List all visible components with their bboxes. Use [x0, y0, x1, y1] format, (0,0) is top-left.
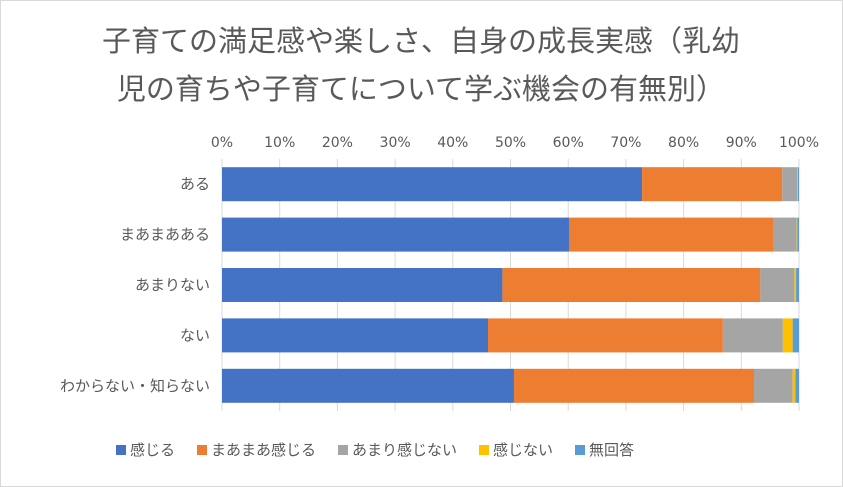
- x-tick-label: 0%: [211, 135, 233, 151]
- x-axis-tick-labels: 0% 10% 20% 30% 40% 50% 60% 70% 80% 90% 100%: [211, 135, 819, 151]
- bar-segment: [795, 368, 799, 403]
- legend-label: 無回答: [589, 441, 634, 459]
- category-label: わからない・知らない: [60, 377, 210, 395]
- x-tick-label: 80%: [668, 135, 699, 151]
- legend-swatch: [197, 445, 207, 455]
- bar-segment: [797, 167, 799, 202]
- x-tick-label: 70%: [610, 135, 641, 151]
- bar-segment: [487, 318, 723, 353]
- legend-label: あまり感じない: [352, 441, 457, 459]
- chart-title: 子育ての満足感や楽しさ、自身の成長実感（乳幼 児の育ちや子育てについて学ぶ機会の…: [102, 24, 740, 106]
- category-label: ない: [180, 326, 210, 344]
- bar-segment: [569, 217, 774, 252]
- chart-title-line-1: 子育ての満足感や楽しさ、自身の成長実感（乳幼: [102, 24, 740, 58]
- bar-segment: [796, 268, 799, 302]
- legend-swatch: [479, 445, 489, 455]
- x-tick-label: 100%: [779, 135, 819, 151]
- x-tick-label: 50%: [495, 135, 526, 151]
- bar-segment: [792, 368, 796, 403]
- bar-segment: [782, 167, 798, 202]
- x-tick-label: 90%: [726, 135, 757, 151]
- category-label: まあまあある: [120, 226, 210, 244]
- legend-swatch: [338, 445, 348, 455]
- bar-segment: [513, 368, 754, 403]
- bar-segment: [222, 217, 570, 252]
- legend-swatch: [575, 445, 585, 455]
- bar-segment: [222, 167, 643, 202]
- x-tick-label: 40%: [437, 135, 468, 151]
- category-label: ある: [180, 175, 210, 193]
- bar-segment: [782, 318, 793, 353]
- legend-label: 感じる: [130, 441, 175, 459]
- bar-segment: [222, 318, 488, 353]
- bar-segment: [502, 268, 761, 302]
- x-tick-label: 10%: [264, 135, 295, 151]
- legend-label: 感じない: [493, 441, 553, 459]
- bar-segment: [760, 268, 795, 302]
- bar-segment: [797, 167, 798, 202]
- legend-swatch: [116, 445, 126, 455]
- x-tick-label: 60%: [553, 135, 584, 151]
- x-tick-label: 30%: [380, 135, 411, 151]
- bar-segments: [222, 167, 799, 403]
- x-tick-label: 20%: [322, 135, 353, 151]
- bar-segment: [753, 368, 793, 403]
- bar-segment: [797, 217, 799, 252]
- legend-label: まあまあ感じる: [211, 441, 316, 459]
- bar-segment: [222, 268, 503, 302]
- category-label: あまりない: [135, 276, 210, 294]
- bar-segment: [773, 217, 797, 252]
- bar-segment: [722, 318, 783, 353]
- chart-title-line-2: 児の育ちや子育てについて学ぶ機会の有無別）: [117, 72, 725, 106]
- bar-segment: [794, 268, 797, 302]
- legend: 感じる まあまあ感じる あまり感じない 感じない 無回答: [116, 441, 634, 459]
- bar-segment: [642, 167, 783, 202]
- bar-segment: [792, 318, 799, 353]
- bar-segment: [222, 368, 514, 403]
- bar-segment: [796, 217, 798, 252]
